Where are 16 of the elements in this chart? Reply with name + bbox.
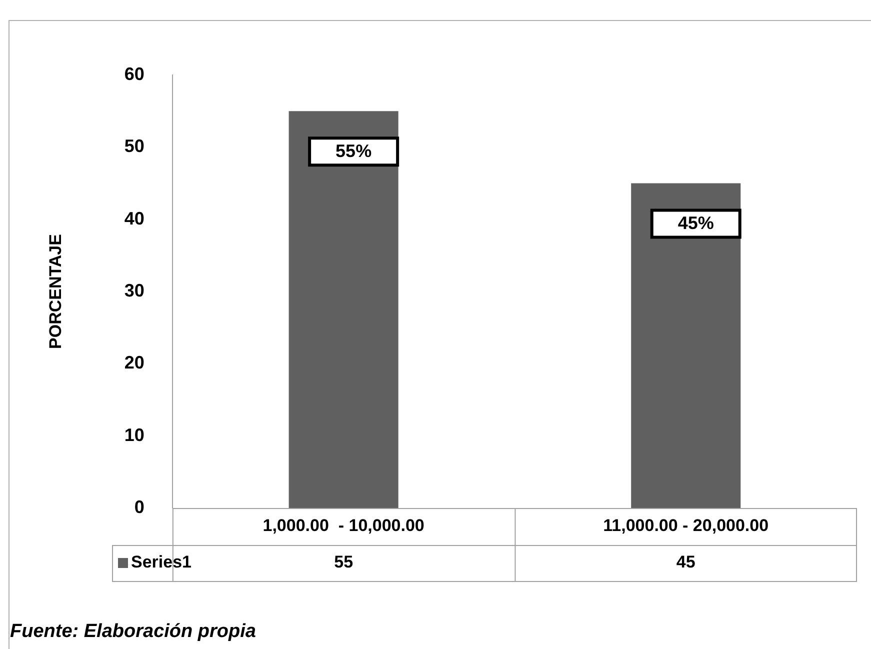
annotation: 55% (336, 141, 372, 162)
y-tick-label: 60 (124, 64, 144, 84)
y-tick-label: 50 (124, 136, 144, 156)
y-axis-title: PORCENTAJE (46, 234, 65, 349)
y-tick-label: 0 (134, 496, 144, 517)
x-tick-label: 1,000.00 - 10,000.00 (262, 516, 424, 536)
data-label: 45 (676, 552, 696, 572)
y-tick-label: 30 (124, 280, 144, 300)
x-tick-label: 11,000.00 - 20,000.00 (603, 516, 769, 536)
legend-label: Series1 (131, 552, 192, 572)
source-note: Fuente: Elaboración propia (10, 621, 256, 642)
y-tick-label: 10 (124, 424, 144, 445)
annotation: 45% (678, 213, 714, 234)
data-label: 55 (334, 552, 354, 572)
y-tick-label: 40 (124, 208, 144, 228)
y-tick-label: 20 (124, 352, 144, 373)
